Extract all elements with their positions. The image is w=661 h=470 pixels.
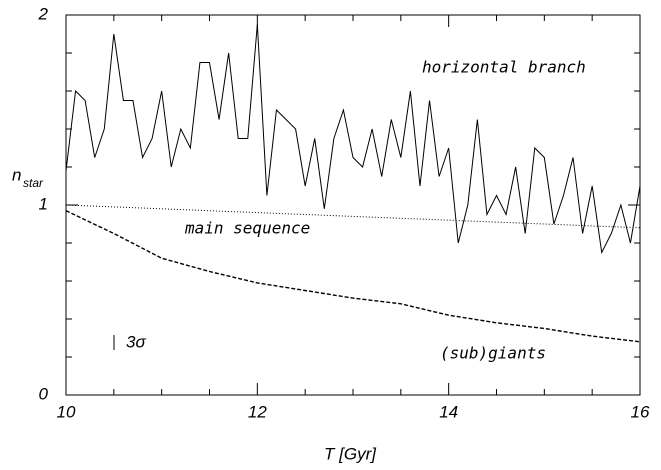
- annotation: main sequence: [184, 219, 310, 238]
- y-tick-label: 0: [39, 384, 49, 403]
- y-axis-label: n: [12, 165, 21, 184]
- x-tick-label: 10: [57, 402, 76, 421]
- annotation: (sub)giants: [440, 344, 546, 363]
- x-tick-label: 14: [439, 402, 458, 421]
- x-tick-label: 12: [248, 402, 267, 421]
- series-line: [65, 210, 641, 343]
- error-bar-label: 3σ: [126, 332, 146, 351]
- series-line: [65, 204, 641, 229]
- y-tick-label: 2: [38, 4, 49, 23]
- series-line: [65, 24, 641, 255]
- annotation: horizontal branch: [422, 58, 586, 77]
- x-tick-label: 16: [631, 402, 650, 421]
- x-axis-label: T [Gyr]: [324, 444, 377, 463]
- y-tick-label: 1: [39, 194, 48, 213]
- y-axis-label-sub: star: [23, 176, 44, 190]
